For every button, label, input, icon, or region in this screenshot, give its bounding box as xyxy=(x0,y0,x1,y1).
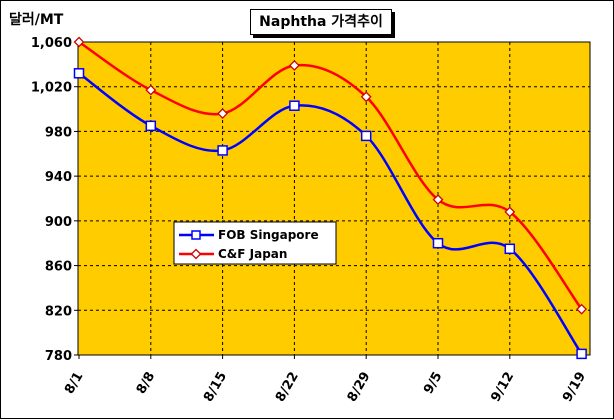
series-markers xyxy=(73,36,588,360)
x-tick-label: 8/15 xyxy=(201,370,230,405)
plot-area xyxy=(77,41,591,356)
x-tick-label: 8/1 xyxy=(62,370,86,397)
y-tick-label: 1,060 xyxy=(31,36,72,51)
data-point-c-f-japan-4 xyxy=(360,91,372,103)
data-point-fob-singapore-7 xyxy=(576,348,587,360)
data-point-fob-singapore-0 xyxy=(73,68,85,79)
data-point-c-f-japan-2 xyxy=(217,108,229,119)
y-tick-label: 900 xyxy=(45,215,72,230)
data-point-fob-singapore-4 xyxy=(360,130,372,142)
x-tick-label: 9/12 xyxy=(488,370,517,405)
axes xyxy=(77,42,590,356)
y-tick-label: 1,020 xyxy=(31,81,72,96)
chart-title: Naphtha 가격추이 xyxy=(250,9,392,35)
legend-marker-fob xyxy=(191,230,201,240)
legend-box xyxy=(173,221,337,265)
x-tick-labels: 8/1 8/8 8/15 8/22 8/29 9/5 9/12 9/19 xyxy=(62,370,589,405)
y-tick-label: 940 xyxy=(45,170,72,185)
data-point-fob-singapore-2 xyxy=(217,145,228,156)
y-tick-labels: 1,060 1,020 980 940 900 860 820 780 xyxy=(31,36,72,364)
grid-lines xyxy=(74,41,590,359)
data-point-fob-singapore-3 xyxy=(289,100,300,111)
x-tick-label: 9/5 xyxy=(421,370,445,397)
x-tick-label: 8/22 xyxy=(273,370,302,405)
x-tick-label: 8/8 xyxy=(134,370,158,397)
data-point-fob-singapore-1 xyxy=(145,120,157,132)
data-point-c-f-japan-3 xyxy=(288,60,300,71)
legend-label-fob: FOB Singapore xyxy=(218,228,319,242)
legend-marker-cf xyxy=(190,248,202,260)
legend: FOB Singapore C&F Japan xyxy=(173,221,337,265)
y-tick-label: 780 xyxy=(45,349,72,364)
data-point-c-f-japan-1 xyxy=(145,84,157,96)
y-tick-label: 820 xyxy=(45,304,72,319)
data-point-fob-singapore-5 xyxy=(432,237,444,249)
data-point-c-f-japan-7 xyxy=(576,303,588,315)
x-tick-label: 8/29 xyxy=(345,370,374,405)
y-tick-label: 980 xyxy=(45,125,72,140)
data-point-c-f-japan-0 xyxy=(73,36,85,48)
y-axis-unit-label: 달러/MT xyxy=(9,12,64,28)
data-point-c-f-japan-6 xyxy=(504,206,516,218)
data-point-fob-singapore-6 xyxy=(504,243,516,255)
y-tick-label: 860 xyxy=(45,260,72,275)
x-tick-label: 9/19 xyxy=(560,370,589,405)
legend-label-cf: C&F Japan xyxy=(218,247,287,261)
data-point-c-f-japan-5 xyxy=(432,194,444,206)
